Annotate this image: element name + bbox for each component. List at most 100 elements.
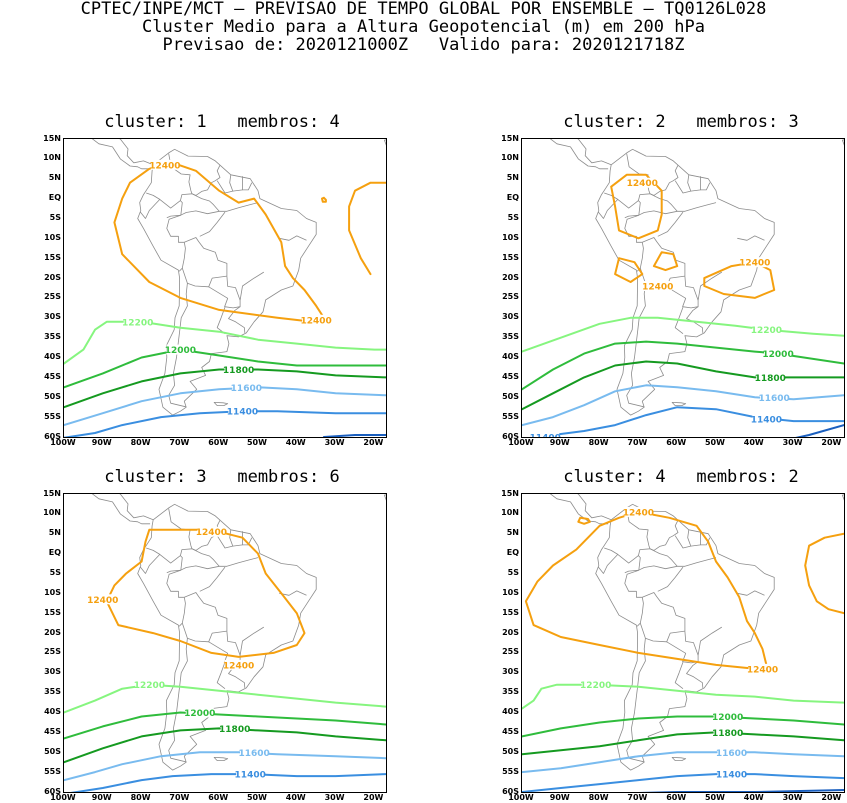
latitude-tick-label: EQ [506, 193, 519, 203]
contour-label: 11400 [530, 434, 561, 438]
latitude-tick-label: 15S [502, 607, 519, 617]
coastline-central-america [549, 494, 609, 525]
contour-label: 12400 [627, 179, 658, 189]
latitude-tick-label: 5N [48, 173, 61, 183]
longitude-tick-label: 20W [363, 793, 384, 802]
contour-label: 12400 [223, 661, 254, 671]
latitude-tick-label: 10S [502, 232, 519, 242]
country-border [604, 547, 639, 564]
contour-label-bg [717, 769, 746, 780]
contour-label: 12400 [196, 528, 227, 538]
contour-label-bg [760, 392, 789, 403]
longitude-tick-label: 50W [246, 793, 267, 802]
latitude-tick-label: 25S [502, 292, 519, 302]
latitude-tick-label: 25S [502, 647, 519, 657]
country-border [168, 508, 193, 549]
coastline-africa [383, 494, 386, 501]
latitude-tick-label: 60S [502, 786, 519, 796]
river [216, 306, 226, 335]
river [191, 193, 220, 212]
contour-label: 11600 [716, 749, 747, 759]
panel-title: cluster: 2 membros: 3 [563, 112, 799, 132]
country-border [636, 597, 644, 627]
coastline-central-america [577, 139, 612, 166]
river [674, 306, 684, 335]
latitude-tick-label: 15N [43, 488, 61, 498]
latitude-tick-label: 15S [44, 607, 61, 617]
river [624, 557, 717, 574]
contour-label-bg [628, 177, 657, 188]
latitude-tick-label: 10N [501, 508, 519, 518]
coastline-africa [841, 494, 844, 501]
country-border [232, 531, 243, 547]
contour-12400 [113, 161, 325, 323]
latitude-tick-label: 5S [507, 212, 519, 222]
river [737, 590, 765, 596]
latitude-tick-label: 40S [502, 352, 519, 362]
contour-label-bg [531, 432, 560, 437]
country-border [639, 622, 685, 643]
latitude-tick-label: 35S [44, 332, 61, 342]
panel-title: cluster: 3 membros: 6 [104, 467, 340, 487]
contour-label: 12000 [165, 346, 196, 356]
contour-label: 11600 [759, 394, 790, 404]
header-line-1: CPTEC/INPE/MCT — PREVISAO DE TEMPO GLOBA… [80, 0, 767, 19]
map-canvas: 12400 12400 12400 12200 12000 11800 11600 11400 [64, 494, 386, 792]
longitude-tick-label: 40W [285, 793, 306, 802]
map-panel: 12400 12400 12400 12200 12000 11800 11600 11400 [63, 493, 387, 793]
contour-12200 [522, 683, 844, 710]
latitude-tick-label: 15N [501, 488, 519, 498]
latitude-tick-label: 60S [44, 786, 61, 796]
latitude-tick-label: 15N [43, 133, 61, 143]
contour-12400 [703, 261, 776, 299]
river [166, 202, 259, 219]
country-border [146, 547, 181, 564]
coastline-africa [383, 139, 386, 146]
latitude-tick-label: 5N [506, 173, 519, 183]
river [279, 590, 307, 596]
contour-12400 [348, 181, 386, 276]
contour-label-bg [713, 727, 742, 738]
contour-label-bg [220, 723, 249, 734]
country-border [228, 306, 246, 333]
latitude-tick-label: 10N [43, 508, 61, 518]
river [697, 271, 723, 301]
country-border [649, 520, 679, 551]
country-border [166, 214, 185, 243]
latitude-tick-label: 15N [501, 133, 519, 143]
contour-12200 [64, 683, 386, 714]
contour-label: 11400 [227, 408, 258, 418]
country-border [686, 306, 704, 333]
country-border [232, 176, 243, 192]
contour-12200 [522, 316, 844, 353]
contour-label-bg [740, 257, 769, 268]
country-border [184, 592, 228, 632]
map-canvas: 12400 12400 12200 12000 11800 11600 11400 [64, 139, 386, 437]
longitude-tick-label: 100W [508, 793, 534, 802]
longitude-tick-label: 60W [666, 438, 687, 447]
country-border [626, 283, 646, 408]
latitude-tick-label: 10S [502, 587, 519, 597]
country-border [242, 182, 253, 191]
latitude-tick-label: 10S [44, 232, 61, 242]
country-border [700, 537, 711, 546]
contour-label: 11400 [751, 416, 782, 426]
country-border [168, 638, 188, 763]
contour-label-bg [135, 679, 164, 690]
contour-label-bg [88, 594, 117, 605]
contour-12400 [652, 251, 679, 272]
falkland-islands [213, 401, 229, 407]
latitude-tick-label: 50S [44, 391, 61, 401]
longitude-tick-label: 60W [666, 793, 687, 802]
longitude-tick-label: 100W [50, 438, 76, 447]
country-border [598, 199, 619, 219]
longitude-tick-label: 80W [588, 438, 609, 447]
river [216, 661, 226, 690]
latitude-tick-label: 30S [502, 312, 519, 322]
longitude-tick-label: 30W [782, 438, 803, 447]
longitude-tick-label: 20W [363, 438, 384, 447]
contour-label-bg [713, 711, 742, 722]
longitude-tick-label: 100W [50, 793, 76, 802]
contour-label: 12400 [739, 259, 770, 269]
contour-label: 12400 [149, 161, 180, 171]
